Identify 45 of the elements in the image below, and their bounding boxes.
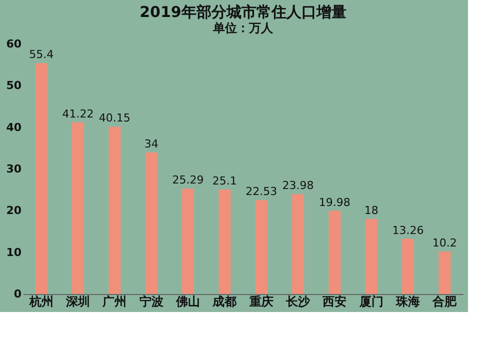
bar xyxy=(328,210,341,294)
y-tick-label: 30 xyxy=(6,162,22,176)
chart-title: 2019年部分城市常住人口增量 xyxy=(140,3,346,21)
y-tick-label: 10 xyxy=(6,246,22,259)
data-label: 34 xyxy=(144,137,158,150)
bar xyxy=(292,194,304,294)
data-label: 40.15 xyxy=(98,112,130,125)
bar xyxy=(182,188,194,294)
bar xyxy=(438,252,451,294)
chart-subtitle: 单位：万人 xyxy=(212,21,274,35)
x-tick-label: 西安 xyxy=(322,294,347,308)
x-tick-label: 杭州 xyxy=(28,294,54,308)
bar xyxy=(72,122,84,294)
data-label: 10.2 xyxy=(432,236,457,250)
x-tick-label: 宁波 xyxy=(139,294,164,308)
x-tick-label: 重庆 xyxy=(248,294,274,308)
data-label: 25.1 xyxy=(212,174,237,188)
data-label: 23.98 xyxy=(282,179,314,192)
y-tick-label: 60 xyxy=(6,38,22,50)
bar xyxy=(402,238,414,294)
data-label: 13.26 xyxy=(392,224,424,237)
y-tick-label: 0 xyxy=(14,288,22,300)
data-label: 41.22 xyxy=(62,107,94,120)
data-label: 25.29 xyxy=(172,174,204,187)
y-tick-label: 50 xyxy=(6,79,22,92)
bar xyxy=(255,200,268,294)
y-tick-label: 20 xyxy=(6,204,22,218)
x-tick-label: 佛山 xyxy=(175,294,200,308)
data-label: 18 xyxy=(364,204,378,217)
x-tick-label: 长沙 xyxy=(285,294,311,308)
x-tick-label: 合肥 xyxy=(432,294,458,308)
x-tick-label: 深圳 xyxy=(65,294,90,308)
bar xyxy=(365,219,378,294)
data-label: 22.53 xyxy=(246,185,278,198)
x-tick-label: 珠海 xyxy=(395,294,420,308)
bar xyxy=(218,189,231,294)
bar xyxy=(35,63,48,294)
y-tick-label: 40 xyxy=(6,120,22,134)
bar xyxy=(108,126,121,294)
x-tick-label: 厦门 xyxy=(358,294,384,308)
x-tick-label: 成都 xyxy=(212,294,237,308)
bar xyxy=(145,152,158,294)
data-label: 55.4 xyxy=(29,48,54,62)
x-tick-label: 广州 xyxy=(102,294,127,308)
data-label: 19.98 xyxy=(318,196,350,209)
